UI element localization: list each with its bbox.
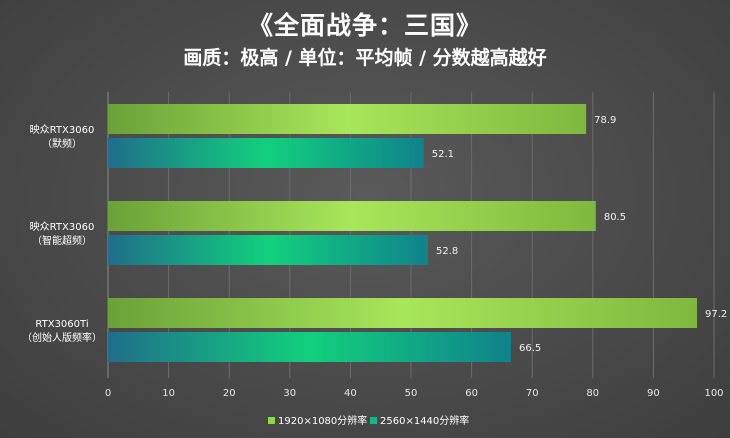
x-tick-label: 80 [586, 388, 599, 399]
data-label: 97.2 [705, 309, 727, 320]
x-tick-label: 30 [283, 388, 296, 399]
category-label-1: （默频） [42, 137, 82, 150]
x-tick-label: 100 [704, 388, 723, 399]
chart-subtitle: 画质：极高 / 单位：平均帧 / 分数越高越好 [183, 47, 547, 69]
category-label-1: 映众RTX3060 [30, 124, 95, 136]
legend-label-1: 1920×1080分辨率 [278, 414, 367, 427]
legend-swatch-1 [268, 417, 275, 424]
x-tick-label: 90 [647, 388, 660, 399]
x-tick-label: 0 [105, 388, 111, 399]
x-tick-label: 20 [223, 388, 236, 399]
bar-series2-cat2 [108, 235, 428, 265]
bar-series1-cat2 [108, 201, 596, 231]
data-label: 52.8 [436, 246, 458, 257]
bar-series2-cat3 [108, 332, 511, 362]
x-tick-label: 50 [405, 388, 418, 399]
legend-swatch-2 [370, 417, 377, 424]
x-tick-label: 60 [465, 388, 478, 399]
bar-series2-cat1 [108, 138, 424, 168]
x-tick-label: 40 [344, 388, 357, 399]
category-label-3: RTX3060Ti [35, 319, 88, 330]
data-label: 66.5 [519, 343, 541, 354]
bar-series1-cat3 [108, 298, 698, 328]
bar-series1-cat1 [108, 104, 587, 134]
chart-title: 《全面战争：三国》 [247, 11, 482, 40]
legend-label-2: 2560×1440分辨率 [380, 414, 469, 427]
category-label-3: （创始人版频率） [22, 331, 102, 344]
data-label: 78.9 [594, 115, 616, 126]
category-label-2: 映众RTX3060 [30, 221, 95, 233]
x-tick-label: 70 [526, 388, 539, 399]
category-label-2: （智能超频） [32, 234, 92, 247]
data-label: 80.5 [604, 212, 626, 223]
x-tick-label: 10 [162, 388, 175, 399]
data-label: 52.1 [432, 149, 454, 160]
